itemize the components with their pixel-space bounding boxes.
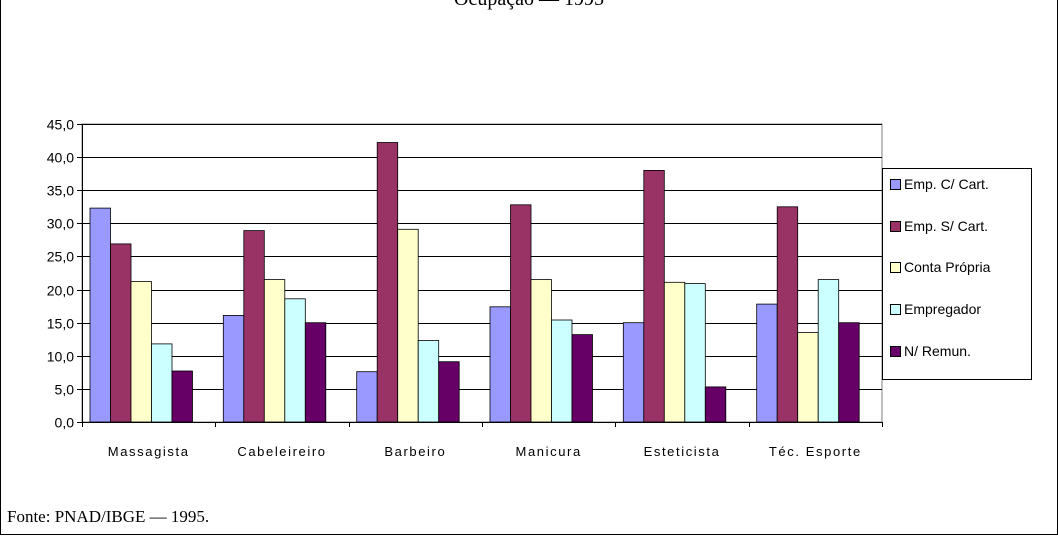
legend-label: Emp. C/ Cart. — [904, 176, 989, 192]
legend-label: Emp. S/ Cart. — [904, 218, 989, 234]
bars — [89, 142, 860, 423]
bar-4-6 — [817, 279, 840, 423]
bar-2-4 — [510, 204, 532, 423]
y-tick-label: 25,0 — [47, 249, 74, 265]
bar-2-3 — [376, 142, 399, 423]
bar-3-4 — [530, 279, 552, 423]
legend-item: Empregador — [890, 299, 981, 319]
axes — [77, 124, 883, 427]
bar-4-3 — [417, 340, 440, 423]
bar-1-2 — [222, 314, 245, 423]
y-tick-label: 15,0 — [47, 316, 74, 332]
legend-item: Emp. C/ Cart. — [890, 174, 989, 194]
bar-2-1 — [110, 243, 132, 423]
legend-label: Conta Própria — [904, 259, 991, 275]
legend-swatch — [890, 220, 901, 232]
chart-title: Ocupação — 1995 — [1, 0, 1057, 11]
bar-5-6 — [838, 322, 860, 423]
legend-label: N/ Remun. — [904, 343, 971, 359]
bar-2-6 — [776, 206, 799, 423]
bar-3-5 — [663, 281, 686, 423]
legend-swatch — [890, 303, 901, 315]
legend-label: Empregador — [904, 301, 982, 317]
y-tick-label: 20,0 — [47, 283, 74, 299]
legend-swatch — [890, 178, 901, 190]
legend-item: Emp. S/ Cart. — [890, 216, 988, 236]
bar-1-4 — [489, 306, 511, 423]
bar-1-6 — [756, 303, 778, 423]
x-tick-label: Manicura — [516, 444, 582, 459]
y-tick-label: 40,0 — [47, 150, 74, 166]
bar-1-1 — [89, 207, 111, 423]
bar-5-5 — [704, 386, 727, 423]
bar-4-1 — [151, 343, 173, 423]
bar-4-2 — [284, 298, 306, 423]
y-tick-label: 45,0 — [47, 117, 74, 133]
y-tick-label: 5,0 — [55, 382, 75, 398]
x-tick-label: Massagista — [108, 444, 190, 459]
bar-5-4 — [571, 334, 593, 423]
y-tick-label: 35,0 — [47, 183, 74, 199]
gridlines — [81, 123, 883, 423]
y-tick-labels: 0,0 5,0 10,0 15,0 20,0 25,0 30,0 35,0 40,0 45,0 — [47, 117, 74, 431]
legend-item: Conta Própria — [890, 257, 990, 277]
x-tick-label: Téc. Esporte — [769, 444, 862, 459]
bar-3-2 — [263, 279, 286, 423]
x-tick-label: Esteticista — [644, 444, 721, 459]
chart-plot: 0,0 5,0 10,0 15,0 20,0 25,0 30,0 35,0 40,0 45,0 M… — [47, 117, 883, 459]
y-tick-label: 10,0 — [47, 349, 74, 365]
legend-swatch — [890, 345, 901, 357]
legend-item: N/ Remun. — [890, 341, 971, 361]
bar-3-1 — [130, 281, 152, 423]
bar-5-3 — [438, 361, 460, 423]
y-tick-label: 0,0 — [55, 415, 75, 431]
bar-4-5 — [684, 283, 706, 423]
source-note: Fonte: PNAD/IBGE — 1995. — [7, 507, 210, 526]
bar-3-3 — [397, 228, 419, 423]
bar-2-5 — [643, 169, 665, 423]
bar-5-2 — [304, 322, 327, 423]
bar-4-4 — [551, 319, 573, 423]
bar-1-5 — [622, 322, 645, 423]
x-tick-label: Barbeiro — [384, 444, 446, 459]
bar-1-3 — [356, 371, 378, 423]
legend: Emp. C/ Cart. Emp. S/ Cart. Conta Própria E… — [882, 168, 1032, 380]
legend-swatch — [890, 261, 901, 273]
x-tick-label: Cabeleireiro — [237, 444, 326, 459]
bar-2-2 — [243, 230, 265, 423]
y-tick-label: 30,0 — [47, 216, 74, 232]
x-tick-labels: Massagista Cabeleireiro Barbeiro Manicura Es… — [108, 444, 862, 459]
bar-5-1 — [171, 370, 193, 423]
bar-3-6 — [797, 332, 819, 423]
